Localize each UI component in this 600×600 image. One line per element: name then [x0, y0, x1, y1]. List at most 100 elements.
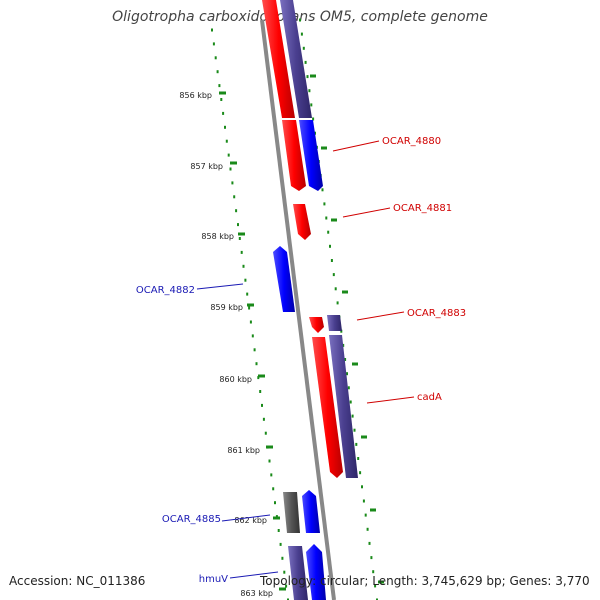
ruler-dot: [351, 414, 354, 418]
tick-label: 857 kbp: [190, 162, 223, 171]
ruler-dot: [346, 372, 348, 376]
cds-forward-feature[interactable]: [299, 120, 323, 191]
ruler-dot: [304, 60, 307, 64]
ruler-dot: [216, 70, 219, 74]
ruler-dot: [366, 527, 369, 531]
gene-reverse-feature[interactable]: [288, 546, 308, 600]
gene-label-ocar-4883[interactable]: OCAR_4883: [407, 308, 466, 319]
ruler-dot: [225, 139, 228, 143]
ruler-dot: [224, 125, 226, 129]
ruler-left-dots: [211, 28, 289, 600]
cds-forward-feature[interactable]: [282, 120, 306, 191]
cds-forward-feature[interactable]: [293, 204, 311, 240]
tick-label: 863 kbp: [240, 589, 273, 598]
tick-label: 860 kbp: [219, 375, 252, 384]
ruler-dot: [357, 457, 360, 460]
gene-label-ocar-4885[interactable]: OCAR_4885: [162, 514, 221, 525]
ruler-dot: [325, 216, 328, 220]
ruler-dot: [329, 244, 331, 248]
ruler-dot: [368, 541, 371, 545]
ruler-dot: [264, 431, 267, 435]
map-title: Oligotropha carboxidovorans OM5, complet…: [112, 9, 488, 25]
cds-forward-feature[interactable]: [312, 337, 343, 478]
ruler-dot: [222, 111, 225, 115]
ruler-dot: [281, 556, 284, 560]
label-leader-line: [342, 207, 391, 218]
ruler-dot: [259, 390, 262, 393]
cds-forward-feature[interactable]: [309, 317, 324, 333]
ruler-dot: [362, 499, 365, 503]
ruler-dot: [211, 28, 213, 32]
ruler-dot: [248, 306, 251, 310]
ruler-dot: [302, 46, 305, 50]
ruler-dot: [370, 556, 373, 560]
ruler-dot: [312, 117, 315, 121]
ruler-dot: [330, 259, 333, 262]
gene-forward-feature[interactable]: [329, 335, 358, 478]
ruler-dot: [355, 442, 358, 446]
gene-forward-feature[interactable]: [280, 0, 312, 118]
gene-label-hmuv[interactable]: hmuV: [199, 574, 228, 585]
ruler-dot: [283, 570, 286, 574]
cds-reverse-feature[interactable]: [306, 544, 326, 600]
ruler-dot: [332, 273, 335, 277]
ruler-dot: [279, 542, 282, 546]
ruler-dot: [233, 195, 236, 199]
ruler-dot: [253, 348, 256, 352]
cds-reverse-feature[interactable]: [273, 246, 295, 312]
ruler-dot: [246, 292, 249, 296]
ruler-dot: [323, 202, 326, 206]
ruler-dot: [308, 89, 311, 93]
gene-label-ocar-4880[interactable]: OCAR_4880: [382, 136, 441, 147]
ruler-dot: [235, 209, 238, 213]
ruler-dot: [277, 529, 280, 532]
ruler-dot: [299, 18, 301, 22]
ruler-dot: [372, 570, 375, 574]
ruler-dot: [361, 485, 363, 489]
cds-forward-feature[interactable]: [262, 0, 295, 118]
gene-label-ocar-4881[interactable]: OCAR_4881: [393, 203, 452, 214]
ruler-dot: [220, 98, 223, 101]
ruler-dot: [242, 264, 245, 268]
ruler-dot: [300, 32, 303, 36]
accession-text: Accession: NC_011386: [9, 574, 146, 588]
ruler-dot: [262, 417, 265, 421]
tick-label: 856 kbp: [179, 91, 212, 100]
ruler-dot: [374, 584, 377, 588]
ruler-dot: [340, 329, 343, 333]
gene-label-ocar-4882[interactable]: OCAR_4882: [136, 285, 195, 296]
ruler-dot: [229, 167, 232, 171]
ruler-dot: [342, 343, 345, 347]
label-leader-line: [366, 396, 415, 404]
gene-labels: OCAR_4880 OCAR_4881 OCAR_4882 OCAR_4883 …: [136, 136, 466, 585]
ruler-dot: [287, 598, 289, 600]
ruler-dot: [240, 250, 243, 254]
ruler-dot: [306, 75, 309, 79]
ruler-dot: [237, 223, 239, 227]
other-feature[interactable]: [283, 492, 300, 533]
ruler-dot: [251, 334, 254, 338]
ruler-dot: [364, 513, 367, 517]
ruler-right-dots: [299, 18, 378, 600]
ruler-dot: [238, 237, 241, 240]
ruler-dot: [376, 598, 378, 600]
gene-label-cada[interactable]: cadA: [417, 392, 442, 403]
ruler-dot: [261, 403, 263, 407]
ruler-dot: [227, 153, 230, 157]
ruler-dot: [334, 287, 337, 291]
tick-label: 861 kbp: [227, 446, 260, 455]
tick-label: 859 kbp: [210, 303, 243, 312]
ruler-dot: [214, 56, 217, 60]
ruler-dot: [349, 400, 352, 404]
ruler-dot: [285, 584, 288, 588]
tick-label: 862 kbp: [234, 516, 267, 525]
ruler-dot: [310, 103, 313, 107]
cds-forward-feature[interactable]: [302, 490, 320, 533]
gene-forward-feature[interactable]: [327, 315, 342, 331]
genome-summary-text: Topology: circular; Length: 3,745,629 bp…: [260, 574, 590, 588]
label-leader-line: [221, 514, 271, 522]
ruler-dot: [218, 84, 221, 88]
ruler-dot: [257, 376, 260, 380]
features: [262, 0, 358, 600]
